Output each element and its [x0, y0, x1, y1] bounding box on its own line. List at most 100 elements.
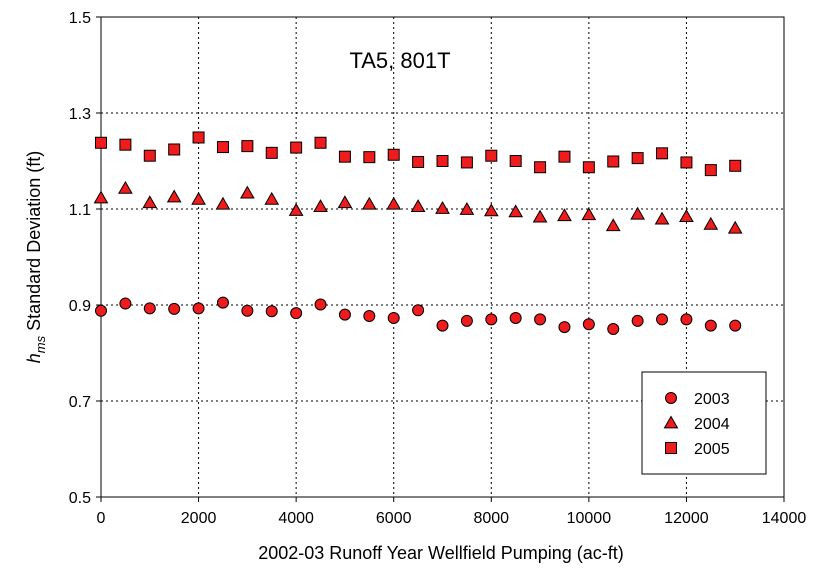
data-point-triangle: [361, 196, 377, 210]
data-point-square: [607, 155, 620, 168]
data-point-circle: [534, 313, 547, 326]
legend-marker-triangle: [663, 415, 679, 429]
legend-label: 2004: [694, 416, 730, 433]
data-point-square: [95, 136, 107, 149]
data-point-triangle: [727, 220, 743, 234]
legend-label: 2005: [694, 441, 730, 458]
data-point-square: [387, 148, 400, 161]
y-tick-label: 0.9: [69, 298, 91, 315]
data-point-triangle: [337, 195, 353, 209]
data-point-triangle: [459, 201, 475, 215]
data-point-square: [509, 155, 522, 167]
y-axis-title-subscript: ms: [33, 335, 48, 353]
data-point-triangle: [557, 208, 572, 222]
data-point-circle: [119, 297, 132, 310]
data-point-circle: [192, 302, 205, 315]
data-point-circle: [729, 319, 742, 332]
legend: 2003 2004 2005: [641, 371, 767, 475]
data-point-circle: [95, 304, 107, 317]
data-point-triangle: [410, 199, 426, 212]
data-point-circle: [485, 313, 498, 326]
data-point-triangle: [532, 209, 548, 223]
data-point-square: [168, 143, 181, 156]
x-tick-label: 6000: [376, 510, 412, 527]
data-point-circle: [509, 311, 522, 324]
data-point-circle: [143, 302, 156, 315]
chart-annotation: TA5, 801T: [349, 48, 450, 73]
data-point-square: [241, 140, 254, 153]
y-tick-label: 1.5: [69, 10, 91, 27]
x-tick-label: 4000: [278, 510, 314, 527]
y-tick-label: 1.3: [69, 106, 91, 123]
axis-ticks: 0 2000 4000 6000 8000 10000 12000 14000 0.5 0.7 0.…: [69, 10, 807, 527]
x-axis-title: 2002-03 Runoff Year Wellfield Pumping (a…: [258, 543, 624, 563]
data-point-square: [412, 155, 425, 168]
series-2004: [93, 180, 743, 234]
data-point-square: [680, 156, 693, 169]
data-point-triangle: [191, 191, 206, 205]
data-point-circle: [460, 314, 473, 327]
x-tick-label: 2000: [181, 510, 217, 527]
data-point-triangle: [166, 189, 182, 203]
data-point-square: [460, 156, 473, 169]
data-point-circle: [216, 296, 229, 309]
y-tick-label: 0.7: [69, 394, 91, 411]
data-series: [93, 131, 743, 335]
data-point-triangle: [630, 206, 646, 220]
data-point-square: [216, 141, 229, 154]
series-2005: [95, 131, 742, 177]
data-point-circle: [436, 319, 449, 332]
y-axis-title: hms Standard Deviation (ft): [24, 151, 48, 363]
x-tick-label: 14000: [762, 510, 807, 527]
x-tick-label: 8000: [473, 510, 509, 527]
data-point-square: [436, 155, 449, 167]
data-point-circle: [558, 321, 571, 334]
x-tick-label: 10000: [567, 510, 612, 527]
x-tick-label: 0: [97, 510, 106, 527]
data-point-square: [192, 131, 205, 144]
data-point-triangle: [264, 191, 280, 205]
data-point-triangle: [654, 211, 670, 225]
legend-marker-circle: [665, 392, 677, 404]
data-point-triangle: [581, 207, 597, 221]
data-point-triangle: [679, 209, 694, 223]
data-point-triangle: [508, 204, 524, 218]
legend-box: [641, 371, 767, 475]
data-point-triangle: [118, 180, 133, 194]
data-point-square: [729, 159, 742, 172]
data-point-circle: [607, 323, 620, 335]
legend-label: 2003: [694, 391, 730, 408]
data-point-circle: [582, 318, 595, 331]
data-point-triangle: [703, 216, 719, 230]
legend-marker-square: [665, 442, 677, 454]
data-point-square: [363, 151, 376, 164]
plot-area-frame: [100, 16, 785, 498]
data-point-circle: [656, 313, 669, 326]
data-point-circle: [363, 310, 376, 323]
y-tick-label: 0.5: [69, 490, 91, 507]
series-2003: [95, 296, 742, 335]
data-point-square: [558, 150, 571, 163]
data-point-square: [582, 161, 595, 174]
data-point-triangle: [215, 196, 231, 210]
data-point-triangle: [142, 195, 158, 209]
y-axis-title-variable: h: [24, 353, 44, 363]
y-tick-label: 1.1: [69, 202, 91, 219]
data-point-square: [485, 149, 498, 162]
data-point-circle: [168, 302, 181, 315]
y-axis-title-text: Standard Deviation (ft): [24, 151, 44, 336]
data-point-circle: [387, 311, 400, 324]
data-point-circle: [290, 307, 303, 320]
data-point-circle: [680, 313, 693, 326]
data-point-square: [290, 141, 303, 154]
data-point-square: [704, 164, 717, 177]
data-point-square: [631, 152, 644, 165]
data-point-square: [534, 161, 547, 174]
data-point-circle: [338, 308, 351, 321]
data-point-triangle: [313, 199, 328, 212]
data-point-square: [656, 147, 669, 160]
data-point-triangle: [435, 201, 450, 214]
data-point-square: [143, 149, 156, 162]
data-point-circle: [704, 319, 717, 332]
